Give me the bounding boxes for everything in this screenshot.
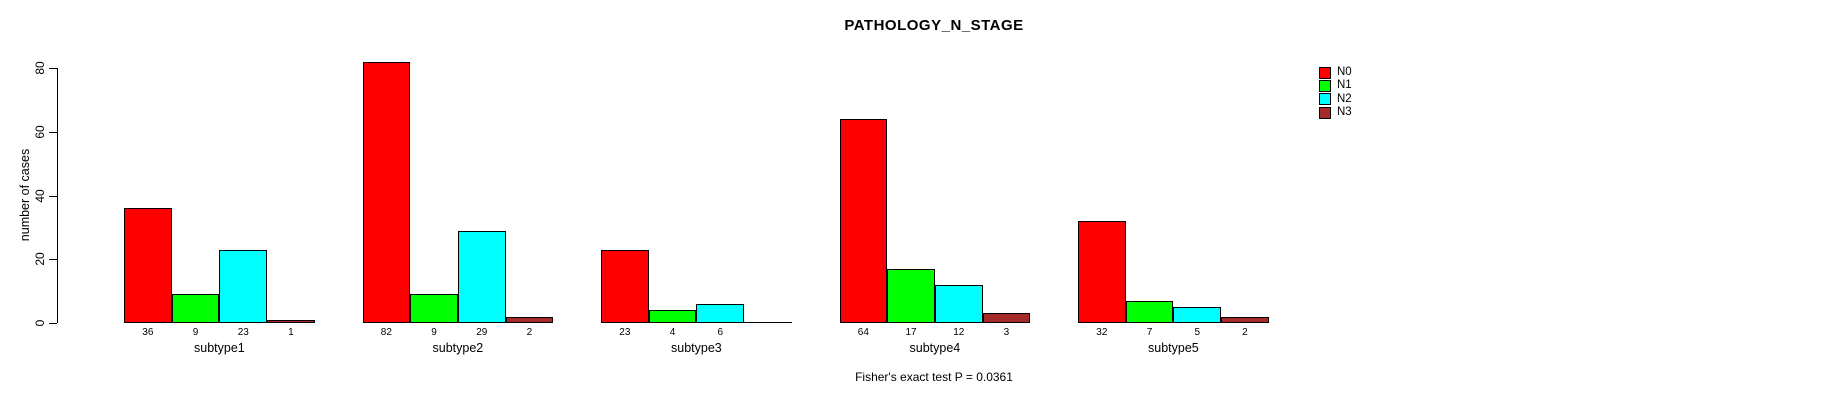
bar-subtype4-N0	[839, 119, 888, 323]
bar-subtype5-N1	[1125, 300, 1174, 323]
y-tick-label: 80	[33, 61, 47, 75]
bar-value-label: 1	[288, 327, 294, 338]
bar-value-label: 2	[1242, 327, 1248, 338]
bar-subtype3-N3	[744, 322, 792, 323]
y-tick-label: 20	[33, 252, 47, 266]
bar-subtype3-N1	[648, 310, 697, 323]
bar-value-label: 29	[476, 327, 488, 338]
bar-subtype4-N2	[934, 284, 983, 323]
bar-subtype3-N2	[696, 303, 745, 323]
bar-value-label: 5	[1194, 327, 1201, 338]
legend-swatch-N3	[1319, 106, 1331, 119]
legend-label-N1: N1	[1337, 79, 1352, 92]
x-category-label-subtype4: subtype4	[909, 341, 961, 355]
bar-value-label: 9	[192, 327, 199, 338]
y-axis-label: number of cases	[18, 148, 32, 242]
bar-subtype1-N3	[267, 319, 315, 323]
bar-value-label: 36	[142, 327, 154, 338]
legend-item-N2: N2	[1319, 93, 1352, 106]
y-tick-label: 40	[33, 188, 47, 203]
bar-subtype4-N3	[982, 313, 1031, 323]
legend-label-N3: N3	[1337, 106, 1352, 119]
bar-subtype2-N2	[457, 230, 506, 323]
x-category-label-subtype1: subtype1	[194, 341, 245, 355]
legend: N0 N1 N2 N3	[1319, 66, 1352, 120]
bar-value-label: 17	[905, 327, 917, 338]
y-tick	[49, 131, 57, 133]
y-tick	[49, 195, 57, 197]
bar-subtype1-N0	[124, 208, 172, 323]
bar-value-label: 32	[1096, 327, 1108, 338]
bar-value-label: 23	[237, 327, 249, 338]
bar-value-label: 7	[1146, 327, 1153, 338]
bar-value-label: 64	[857, 327, 869, 338]
bar-subtype2-N0	[362, 61, 411, 323]
bar-value-label: 23	[619, 327, 631, 338]
y-tick	[49, 323, 57, 324]
legend-item-N3: N3	[1319, 106, 1352, 119]
legend-swatch-N0	[1319, 66, 1331, 79]
legend-label-N0: N0	[1337, 65, 1352, 78]
y-tick-label: 0	[33, 319, 47, 327]
bar-subtype2-N1	[410, 294, 458, 323]
bar-subtype4-N1	[887, 268, 935, 323]
x-category-label-subtype3: subtype3	[671, 341, 722, 355]
legend-item-N0: N0	[1319, 66, 1352, 79]
x-category-label-subtype2: subtype2	[432, 341, 484, 355]
bar-subtype5-N0	[1078, 221, 1126, 323]
bar-value-label: 2	[526, 327, 533, 338]
legend-swatch-N2	[1319, 93, 1331, 106]
bar-value-label: 12	[953, 327, 965, 338]
bar-value-label: 4	[669, 327, 676, 338]
bar-subtype2-N3	[505, 316, 554, 323]
footer-annotation: Fisher's exact test P = 0.0361	[855, 370, 1013, 384]
legend-swatch-N1	[1319, 80, 1331, 93]
bar-subtype5-N2	[1173, 307, 1222, 323]
legend-item-N1: N1	[1319, 79, 1352, 93]
y-tick	[49, 68, 57, 69]
bar-value-label: 82	[380, 327, 392, 338]
legend-label-N2: N2	[1337, 92, 1352, 105]
bar-subtype1-N1	[171, 294, 220, 323]
bar-subtype1-N2	[219, 249, 268, 323]
bar-value-label: 3	[1003, 327, 1010, 338]
y-tick	[49, 259, 57, 261]
y-axis-line	[57, 68, 58, 323]
bar-subtype3-N0	[601, 249, 649, 323]
bar-value-label: 9	[431, 327, 437, 338]
bar-value-label: 6	[717, 327, 724, 338]
chart-title: PATHOLOGY_N_STAGE	[844, 17, 1024, 34]
y-tick-label: 60	[33, 125, 47, 139]
bar-subtype5-N3	[1221, 316, 1269, 323]
x-category-label-subtype5: subtype5	[1148, 341, 1199, 355]
